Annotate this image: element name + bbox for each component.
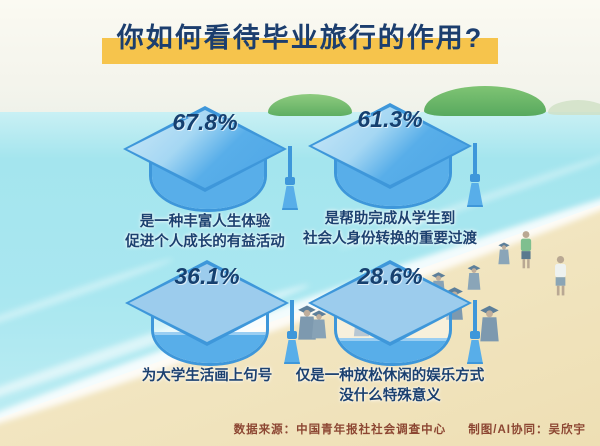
stat-label: 为大学生活画上句号 — [141, 368, 273, 384]
credit: 制图/AI协同：吴欣宇 — [468, 424, 586, 436]
stat-item-1: 67.8% 是一种丰富人生体验 促进个人成长的有益活动 — [110, 106, 300, 253]
stat-label: 是一种丰富人生体验 促进个人成长的有益活动 — [125, 214, 285, 251]
graduation-cap-icon: 28.6% — [295, 260, 487, 366]
stat-label: 是帮助完成从学生到 社会人身份转换的重要过渡 — [303, 211, 477, 248]
stat-value: 28.6% — [357, 263, 423, 289]
title-block: 你如何看待毕业旅行的作用? — [0, 16, 600, 64]
cap-tassel — [282, 146, 302, 210]
island — [548, 100, 600, 115]
island — [268, 94, 352, 116]
cap-tassel — [467, 143, 487, 207]
page-title: 你如何看待毕业旅行的作用? — [116, 23, 484, 53]
data-source: 数据来源：中国青年报社社会调查中心 — [233, 424, 447, 436]
stat-item-2: 61.3% 是帮助完成从学生到 社会人身份转换的重要过渡 — [295, 103, 485, 250]
stat-value: 67.8% — [172, 109, 238, 135]
graduate-figure — [298, 305, 316, 340]
stat-label: 仅是一种放松休闲的娱乐方式 没什么特殊意义 — [295, 368, 485, 405]
attribution: 数据来源：中国青年报社社会调查中心 制图/AI协同：吴欣宇 — [234, 421, 586, 437]
cap-tassel — [284, 300, 304, 364]
graduate-figure — [480, 305, 499, 342]
walking-person-white — [555, 255, 566, 296]
stat-value: 61.3% — [357, 106, 423, 132]
graduation-cap-icon: 61.3% — [295, 103, 487, 209]
stat-value: 36.1% — [174, 263, 240, 289]
title-highlight-bar — [102, 38, 498, 64]
graduate-figure — [498, 242, 510, 265]
graduation-cap-icon: 67.8% — [110, 106, 302, 212]
graduation-cap-icon: 36.1% — [112, 260, 304, 366]
stat-item-3: 36.1% 为大学生活画上句号 — [112, 260, 302, 386]
graduate-figure — [467, 265, 481, 290]
walking-person-green — [520, 231, 532, 269]
graduate-figure — [311, 310, 327, 339]
stat-item-4: 28.6% 仅是一种放松休闲的娱乐方式 没什么特殊意义 — [295, 260, 485, 407]
cap-tassel — [467, 300, 487, 364]
